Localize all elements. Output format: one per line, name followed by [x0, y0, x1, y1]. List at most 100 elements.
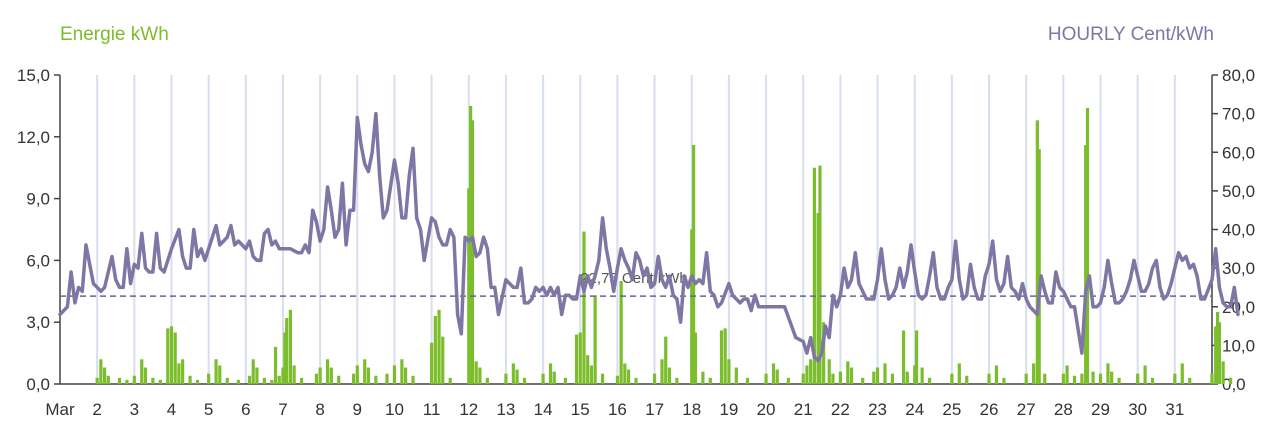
x-axis-tick-label: 23 — [868, 400, 887, 419]
energy-bar — [1210, 373, 1214, 384]
energy-bar — [95, 377, 99, 384]
energy-bar — [914, 330, 919, 384]
energy-bar — [541, 373, 545, 384]
energy-bar — [574, 334, 579, 384]
energy-bar — [727, 359, 731, 384]
energy-bar — [181, 359, 185, 384]
x-axis-tick-label: 5 — [204, 400, 213, 419]
energy-bar — [905, 371, 909, 384]
energy-bar — [786, 377, 790, 384]
energy-bar — [355, 365, 359, 384]
energy-bar — [1215, 311, 1220, 384]
energy-bar — [337, 375, 341, 384]
energy-bar — [374, 375, 378, 384]
energy-bar — [861, 377, 865, 384]
energy-bar — [214, 359, 218, 384]
energy-bar — [623, 363, 627, 384]
energy-bar — [314, 373, 319, 384]
x-axis-tick-label: 31 — [1165, 400, 1184, 419]
energy-bar — [1072, 375, 1077, 384]
energy-bar — [392, 365, 397, 384]
energy-bar — [1065, 365, 1069, 384]
energy-bar — [578, 332, 582, 384]
right-axis-tick-label: 50,0 — [1222, 182, 1255, 201]
x-axis-tick-label: 27 — [1017, 400, 1036, 419]
x-axis-tick-label: 30 — [1128, 400, 1147, 419]
energy-bar — [626, 369, 631, 384]
hourly-price-line — [58, 111, 1240, 363]
energy-bar — [875, 367, 880, 384]
x-axis-tick-label: 19 — [719, 400, 738, 419]
energy-bar — [1084, 145, 1088, 384]
energy-bar — [719, 330, 724, 384]
energy-bar — [329, 367, 333, 384]
x-axis-tick-label: 8 — [315, 400, 324, 419]
energy-bar — [1136, 373, 1140, 384]
right-axis-tick-label: 10,0 — [1222, 336, 1255, 355]
energy-bar — [1217, 322, 1222, 384]
left-axis-tick-label: 3,0 — [26, 313, 50, 332]
left-axis-tick-label: 9,0 — [26, 190, 50, 209]
right-axis-tick-label: 60,0 — [1222, 143, 1255, 162]
energy-bar — [504, 373, 508, 384]
energy-bar — [285, 318, 289, 384]
energy-bar — [831, 373, 835, 384]
energy-bar — [467, 188, 471, 384]
energy-bar — [173, 332, 177, 384]
energy-bar — [1043, 373, 1047, 384]
energy-bar — [262, 377, 266, 384]
energy-bar — [667, 367, 672, 384]
energy-bar — [664, 336, 668, 384]
energy-bar — [400, 359, 404, 384]
energy-bar — [660, 359, 664, 384]
energy-bar — [177, 363, 181, 384]
energy-bar — [950, 373, 954, 384]
energy-bar — [169, 326, 174, 384]
energy-bar — [433, 316, 437, 384]
energy-bar — [589, 365, 594, 384]
energy-bar — [745, 377, 750, 384]
energy-bar — [1106, 363, 1110, 384]
energy-bar — [838, 371, 842, 384]
energy-bar — [957, 363, 961, 384]
energy-bar — [913, 365, 917, 384]
left-axis-tick-label: 15,0 — [17, 66, 50, 85]
energy-bar — [548, 363, 553, 384]
right-axis-tick-label: 70,0 — [1222, 105, 1255, 124]
energy-bar — [1117, 377, 1121, 384]
x-axis-tick-label: 16 — [608, 400, 627, 419]
energy-bar — [470, 120, 475, 384]
energy-bar — [1098, 373, 1103, 384]
x-axis-tick-label: 24 — [905, 400, 924, 419]
energy-bar — [586, 355, 590, 384]
energy-bar — [474, 361, 478, 384]
energy-bar — [325, 359, 330, 384]
x-axis-tick-label: 3 — [130, 400, 139, 419]
energy-bar — [816, 213, 820, 384]
energy-bar — [218, 365, 222, 384]
energy-bar — [883, 363, 887, 384]
energy-bar — [1035, 120, 1039, 384]
energy-bar — [775, 369, 779, 384]
energy-bar — [195, 379, 200, 384]
energy-bar — [846, 361, 850, 384]
energy-bar — [690, 229, 694, 384]
energy-bar — [1110, 371, 1114, 384]
right-axis-tick-label: 80,0 — [1222, 66, 1255, 85]
energy-bar — [106, 375, 110, 384]
x-axis-tick-label: 28 — [1054, 400, 1073, 419]
energy-bar — [132, 375, 136, 384]
x-axis-tick-label: 29 — [1091, 400, 1110, 419]
energy-bar — [270, 379, 274, 384]
left-axis-title: Energie kWh — [60, 24, 169, 45]
left-axis-tick-label: 0,0 — [26, 375, 50, 394]
energy-bar — [515, 369, 519, 384]
energy-bar — [363, 359, 367, 384]
energy-bar — [872, 371, 876, 384]
energy-bar — [281, 367, 285, 384]
energy-bar — [404, 367, 408, 384]
energy-bar — [1180, 363, 1184, 384]
energy-bar — [437, 309, 441, 384]
x-axis-tick-label: 2 — [92, 400, 101, 419]
energy-bar — [692, 145, 696, 384]
